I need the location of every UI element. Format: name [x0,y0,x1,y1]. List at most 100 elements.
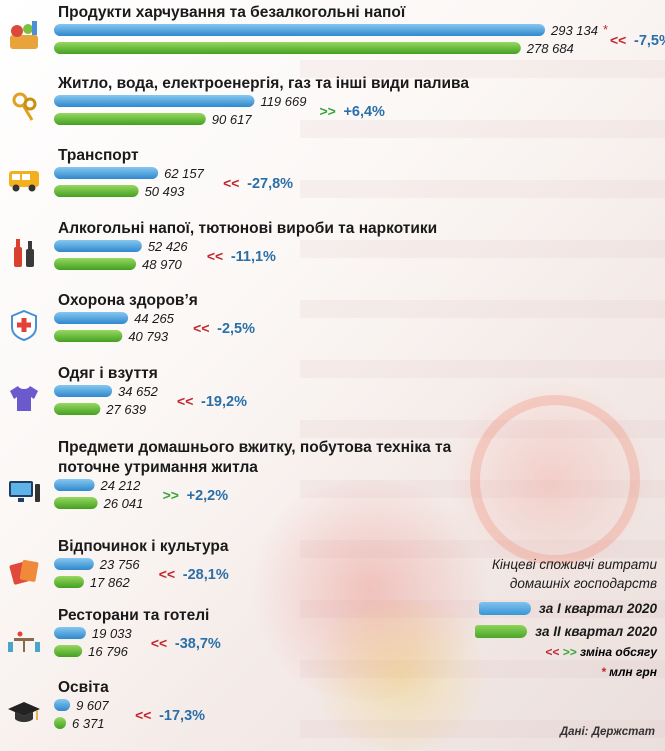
change-percent: -38,7% [175,636,221,652]
legend-title-line2: домашніх господарств [509,576,657,591]
change-arrows-down: << [193,320,209,336]
value-q2: 50 493 [145,184,186,199]
category-title: Алкогольні напої, тютюнові вироби та нар… [58,220,437,237]
value-q2: 48 970 [142,257,183,272]
legend-swatch-q1 [478,602,531,615]
value-q2: 278 684 [526,41,574,56]
category-title: Ресторани та готелі [58,607,209,624]
value-q2: 6 371 [72,716,105,731]
value-q2: 27 639 [105,402,146,417]
legend-q1: за I квартал 2020 [437,601,657,616]
change-arrows-up: >> [163,487,179,503]
bus-icon [9,171,39,192]
change-percent: -27,8% [247,176,293,192]
category-title: Одяг і взуття [58,365,158,382]
value-q2: 16 796 [88,644,129,659]
category-title: Відпочинок і культура [58,538,229,555]
category-title: Охорона здоров’я [58,292,198,309]
background-blob [300,600,500,750]
bottles-icon [14,239,34,267]
change-percent: +2,2% [187,488,229,504]
change-percent: +6,4% [343,104,385,120]
change-percent: -17,3% [159,708,205,724]
legend-arrows-down: << [545,645,560,659]
legend-unit: * млн грн [437,665,657,679]
tickets-icon [9,559,39,585]
legend-change: << >> зміна обсягу [437,645,657,659]
value-q1: 19 033 [92,626,133,641]
health-shield-icon [11,309,37,342]
bar-q1 [54,699,71,711]
legend: Кінцеві споживчі витрати домашніх господ… [437,555,657,679]
category-title: Продукти харчування та безалкогольні нап… [58,4,406,21]
bar-q1 [54,385,113,397]
bar-q2 [54,576,84,588]
value-q1: 62 157 [164,166,205,181]
category-title: поточне утримання житла [58,459,258,476]
change-arrows-down: << [207,248,223,264]
bar-q1 [54,24,545,36]
change-percent: -2,5% [217,321,255,337]
keys-icon [12,92,37,121]
bar-q2 [54,113,206,125]
bar-q2 [54,330,123,342]
legend-change-label: зміна обсягу [579,645,657,659]
value-q1: 34 652 [118,384,159,399]
bar-q2 [54,258,137,270]
bar-q2 [54,42,521,54]
bar-q2 [54,717,66,729]
food-basket-icon [10,21,38,49]
value-q1: 52 426 [148,239,189,254]
category-title: Житло, вода, електроенергія, газ та інші… [57,75,469,92]
legend-q2: за II квартал 2020 [437,624,657,639]
background-blob [240,480,500,700]
change-arrows-down: << [135,707,151,723]
tshirt-icon [10,386,38,411]
change-percent: -28,1% [183,567,229,583]
bar-q2 [54,403,101,415]
bar-q2 [54,645,83,657]
bar-q1 [54,479,95,491]
value-q2: 17 862 [90,575,131,590]
legend-title-line1: Кінцеві споживчі витрати [491,557,657,572]
value-q1: 24 212 [100,478,142,493]
change-percent: -11,1% [231,249,276,265]
legend-unit-label: млн грн [609,665,657,679]
bar-q1 [54,627,86,639]
change-arrows-down: << [223,175,239,191]
category-title: Предмети домашнього вжитку, побутова тех… [58,439,452,456]
value-q1: 119 669 [260,94,306,109]
bar-q2 [54,185,139,197]
change-arrows-down: << [159,566,175,582]
legend-q2-label: за II квартал 2020 [535,624,657,639]
change-arrows-down: << [177,393,193,409]
value-q1: 44 265 [134,311,175,326]
channel-watermark-icon [470,395,640,565]
change-percent: -7,5% [634,33,665,49]
bar-q1 [54,167,159,179]
restaurant-table-icon [8,631,40,652]
value-q2: 90 617 [212,112,253,127]
change-percent: -19,2% [201,394,247,410]
change-arrows-down: << [610,32,626,48]
source-note: Дані: Держстат [559,726,655,738]
legend-arrows-up: >> [562,645,577,659]
bar-q2 [54,497,98,509]
bar-q1 [54,240,142,252]
bar-q1 [54,95,255,107]
bar-q1 [54,312,129,324]
category-title: Транспорт [58,147,139,164]
category-title: Освіта [58,679,109,696]
legend-swatch-q2 [475,625,528,638]
graduation-cap-icon [8,702,40,722]
unit-star: * [603,22,608,37]
value-q1: 293 134 [550,23,598,38]
computer-icon [9,481,40,502]
value-q1: 9 607 [76,698,109,713]
legend-q1-label: за I квартал 2020 [538,601,657,616]
value-q2: 26 041 [103,496,144,511]
legend-star: * [601,665,606,679]
value-q2: 40 793 [128,329,169,344]
value-q1: 23 756 [99,557,141,572]
